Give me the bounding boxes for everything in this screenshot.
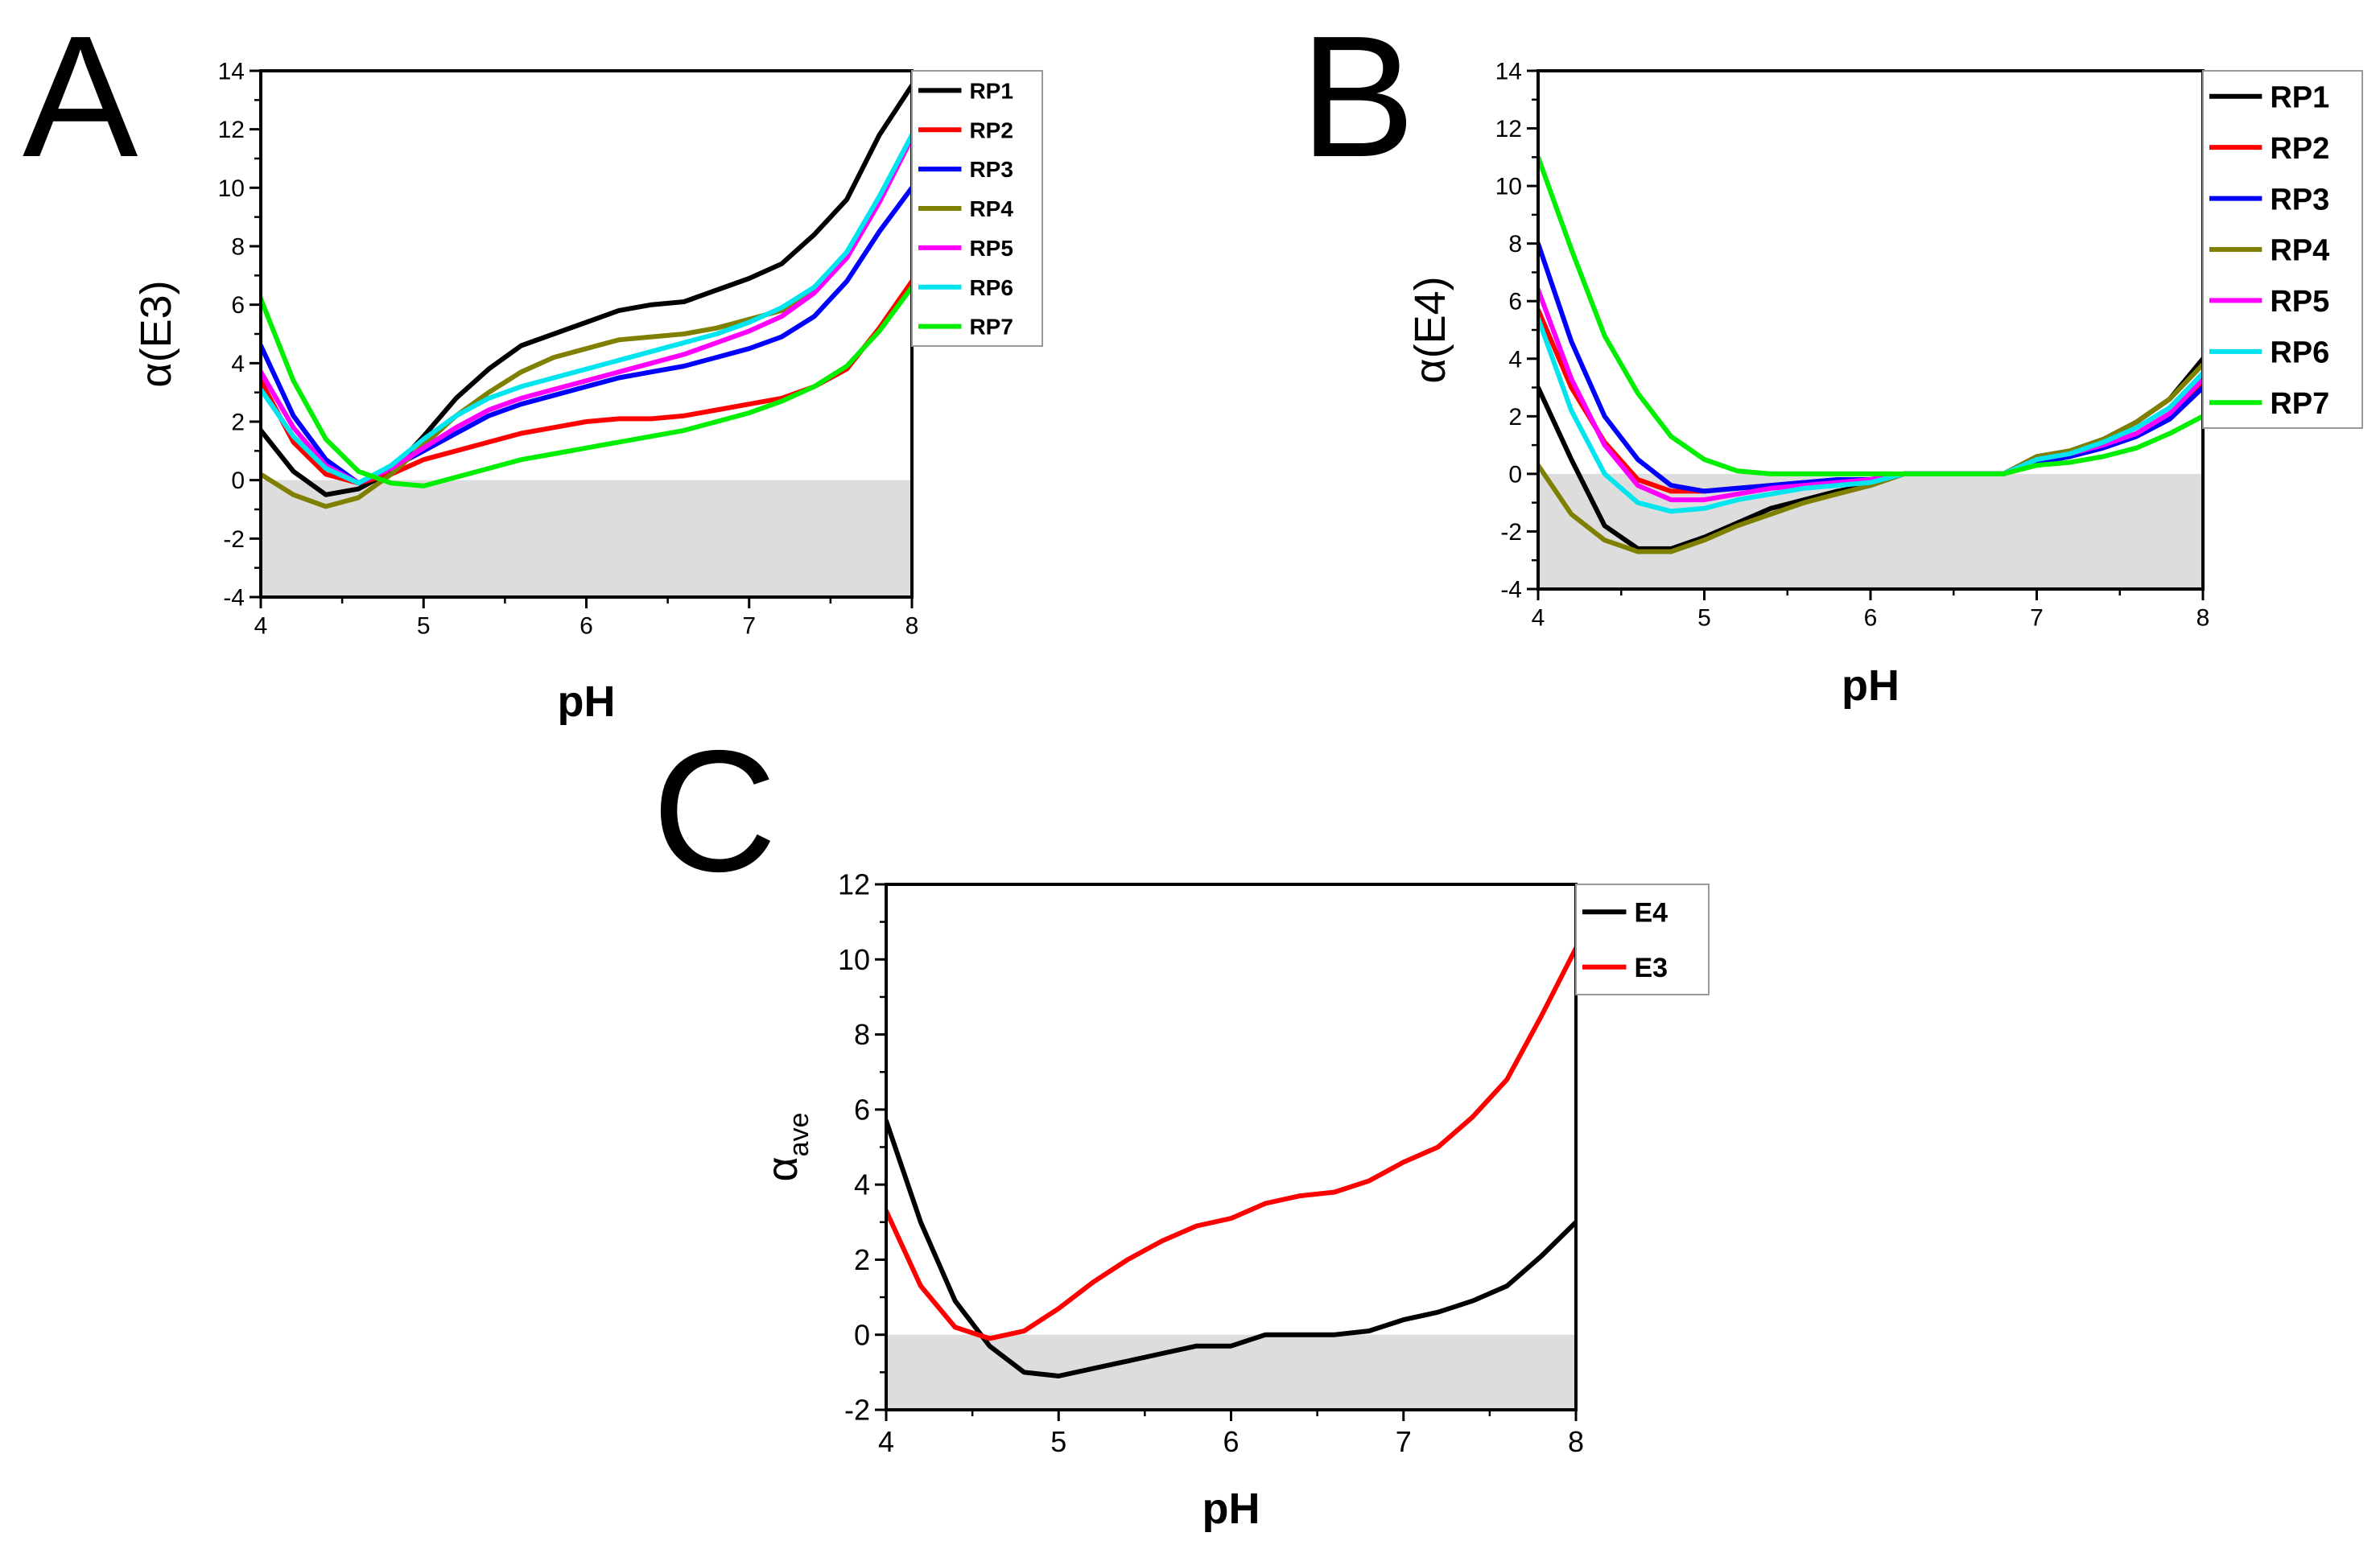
legend-label-rp5: RP5	[969, 236, 1013, 261]
shaded-negative-region	[261, 480, 912, 597]
panel-b: B -4 -2 0 2 4 6 8 10 12 14 4 5 6 7 8 pH α(E4) RP1 RP2 RP3 RP4…	[1300, 0, 2363, 710]
x-tick-label: 8	[905, 613, 919, 640]
y-tick-label: 12	[1495, 116, 1522, 142]
series-line-e3	[886, 946, 1576, 1341]
series-line-rp2	[1538, 307, 2203, 494]
shaded-negative-region	[1538, 473, 2203, 589]
series-line-rp6	[1538, 315, 2203, 514]
y-tick-label: -4	[1500, 577, 1522, 604]
y-tick-label: 12	[838, 868, 870, 901]
y-tick-label: 14	[1495, 59, 1522, 85]
y-tick-label: -2	[1500, 519, 1522, 546]
legend-label-rp6: RP6	[969, 275, 1013, 300]
series-line-rp4	[1538, 361, 2203, 554]
series-line-e4	[886, 1118, 1576, 1378]
y-tick-label: 10	[218, 175, 245, 202]
series-group	[261, 83, 912, 509]
legend-label-rp2: RP2	[969, 117, 1013, 142]
series-line-rp7	[1538, 154, 2203, 476]
x-tick-label: 7	[2030, 605, 2044, 632]
y-tick-label: 6	[231, 292, 245, 319]
series-line-rp1	[261, 83, 912, 497]
y-tick-label: 10	[838, 943, 870, 976]
x-tick-label: 5	[1697, 605, 1711, 632]
y-tick-label: 2	[1508, 404, 1522, 431]
x-tick-label: 6	[1223, 1425, 1239, 1458]
y-tick-label: 0	[231, 468, 245, 494]
y-tick-label: 14	[218, 59, 245, 85]
panel-a: A -4 -2 0 2 4 6 8 10 12 14 4 5 6 7 8 pH α(E3) RP1 RP2 RP3 RP4…	[23, 0, 1043, 726]
x-tick-label: 5	[417, 613, 431, 640]
y-tick-label: 6	[1508, 289, 1522, 315]
x-axis-label: pH	[1842, 661, 1899, 710]
legend-label-rp2: RP2	[2270, 132, 2329, 166]
series-line-rp7	[261, 284, 912, 488]
legend-label-rp6: RP6	[2270, 336, 2329, 370]
y-tick-label: 8	[1508, 231, 1522, 258]
y-tick-label: 8	[854, 1018, 870, 1051]
y-tick-label: 6	[854, 1093, 870, 1126]
y-tick-label: -2	[223, 526, 245, 553]
legend-label-e3: E3	[1634, 953, 1668, 983]
x-tick-label: 4	[1532, 605, 1545, 632]
plot-frame	[885, 883, 1578, 1411]
x-tick-label: 5	[1050, 1425, 1066, 1458]
panel-label: C	[652, 714, 777, 908]
x-tick-label: 7	[742, 613, 756, 640]
legend-label-rp3: RP3	[2270, 183, 2329, 216]
x-axis-label: pH	[1202, 1485, 1260, 1533]
y-axis-label-subscript: ave	[784, 1112, 815, 1156]
legend-label-e4: E4	[1634, 897, 1668, 928]
panel-label: B	[1300, 0, 1415, 193]
y-tick-label: 2	[854, 1243, 870, 1276]
series-group	[886, 946, 1576, 1378]
series-group	[1538, 154, 2203, 554]
x-tick-label: 8	[1568, 1425, 1584, 1458]
y-tick-label: 4	[854, 1168, 870, 1201]
x-tick-label: 6	[1864, 605, 1878, 632]
legend-label-rp4: RP4	[2270, 234, 2329, 268]
x-tick-label: 4	[878, 1425, 894, 1458]
legend-label-rp7: RP7	[969, 315, 1013, 340]
legend-label-rp3: RP3	[969, 157, 1013, 182]
y-tick-label: 12	[218, 117, 245, 143]
x-axis-label: pH	[558, 678, 616, 726]
legend-label-rp5: RP5	[2270, 285, 2329, 319]
y-tick-label: 0	[854, 1318, 870, 1351]
panel-c: C -2 0 2 4 6 8 10 12 4 5 6 7 8 pH αave E4 E3	[652, 714, 1710, 1533]
legend-label-rp4: RP4	[969, 196, 1013, 221]
y-tick-label: 4	[231, 351, 245, 377]
x-tick-label: 4	[254, 613, 268, 640]
legend-label-rp1: RP1	[969, 79, 1013, 104]
series-line-rp6	[261, 132, 912, 486]
x-tick-label: 6	[580, 613, 593, 640]
y-tick-label: 8	[231, 234, 245, 261]
x-tick-label: 8	[2196, 605, 2210, 632]
y-tick-label: 10	[1495, 174, 1522, 200]
legend-label-rp7: RP7	[2270, 387, 2329, 421]
y-tick-label: -2	[844, 1394, 870, 1427]
legend-label-rp1: RP1	[2270, 80, 2329, 114]
series-line-rp3	[1538, 241, 2203, 494]
y-axis-label: αave	[758, 1112, 815, 1181]
y-axis-label: α(E4)	[1406, 276, 1454, 383]
y-tick-label: 4	[1508, 346, 1522, 373]
y-tick-label: 2	[231, 410, 245, 436]
y-tick-label: 0	[1508, 461, 1522, 488]
y-tick-label: -4	[223, 585, 245, 612]
y-axis-label: α(E3)	[132, 280, 180, 387]
panel-label: A	[23, 0, 138, 193]
x-tick-label: 7	[1396, 1425, 1412, 1458]
series-line-rp5	[261, 135, 912, 486]
legend-box	[1575, 884, 1710, 995]
